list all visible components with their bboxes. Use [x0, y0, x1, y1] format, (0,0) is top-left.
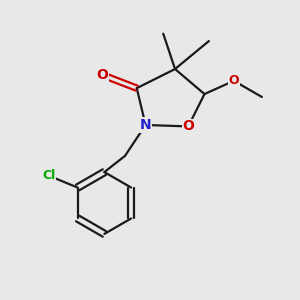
Text: Cl: Cl [42, 169, 56, 182]
Text: O: O [229, 74, 239, 87]
Text: O: O [182, 119, 194, 134]
Text: N: N [140, 118, 152, 132]
Text: O: O [96, 68, 108, 82]
